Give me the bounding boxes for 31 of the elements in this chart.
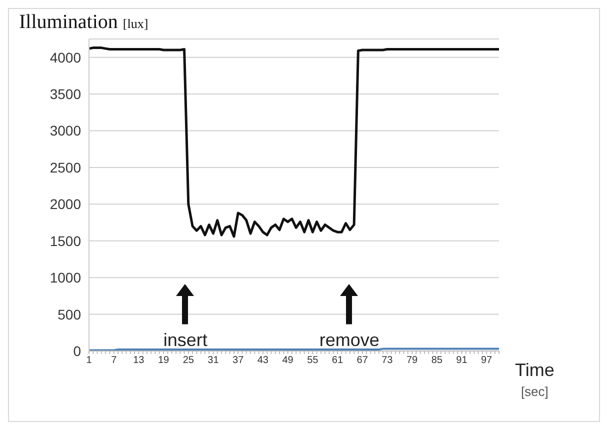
x-tick-label: 49 [282,355,294,366]
x-tick-label: 31 [208,355,220,366]
y-axis-title: Illumination [lux] [19,11,148,34]
x-tick-label: 43 [257,355,269,366]
x-tick-label: 25 [182,355,194,366]
y-tick-label: 0 [73,342,82,359]
x-tick-label: 37 [232,355,244,366]
x-tick-label: 85 [431,355,443,366]
y-tick-label: 2000 [50,196,82,212]
annotation: remove [318,330,380,352]
y-tick-label: 1000 [50,270,82,286]
x-tick-label: 97 [481,355,493,366]
y-tick-label: 2500 [50,159,82,176]
x-tick-label: 73 [382,355,394,366]
line-series [88,46,500,238]
x-tick-label: 91 [456,355,468,366]
x-tick-label: 7 [111,355,118,366]
x-tick-label: 19 [158,355,170,366]
y-tick-label: 3500 [50,86,82,102]
y-tick-label: 1500 [50,232,82,249]
x-tick-label: 67 [356,355,368,366]
x-tick-label: 13 [133,355,145,366]
y-tick-label: 4000 [50,49,82,66]
annotation: insert [162,330,208,352]
x-tick-label: 55 [307,355,319,366]
x-axis-title: Time [sec] [515,359,554,401]
x-tick-label: 61 [332,355,344,366]
y-tick-label: 500 [58,306,82,322]
x-tick-label: 1 [86,355,92,366]
y-tick-label: 3000 [50,122,82,139]
x-tick-label: 79 [406,355,418,366]
